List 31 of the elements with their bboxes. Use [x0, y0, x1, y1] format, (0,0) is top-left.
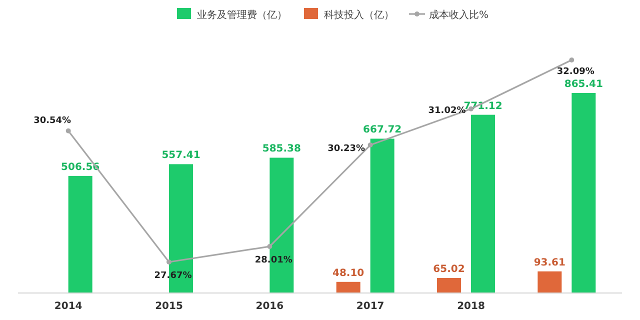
- x-tick-label: 2017: [356, 301, 384, 312]
- data-label: 30.54%: [34, 116, 72, 126]
- data-label: 31.02%: [428, 106, 466, 116]
- bar: [68, 176, 92, 293]
- x-tick-label: 2016: [256, 301, 284, 312]
- data-label: 48.10: [332, 268, 364, 279]
- bar: [370, 138, 394, 293]
- legend-label: 科技投入（亿）: [324, 9, 394, 21]
- data-label: 557.41: [162, 150, 200, 162]
- legend-label: 业务及管理费（亿）: [197, 9, 287, 21]
- point: [66, 128, 71, 134]
- data-label: 65.02: [433, 264, 465, 275]
- legend-label: 成本收入比%: [429, 9, 489, 21]
- x-tick-label: 2018: [457, 301, 485, 312]
- data-label: 667.72: [363, 124, 402, 136]
- data-label: 32.09%: [556, 67, 594, 77]
- bar: [572, 93, 596, 293]
- data-label: 30.23%: [328, 144, 366, 154]
- data-label: 585.38: [262, 144, 301, 155]
- x-tick-label: 2015: [155, 301, 183, 312]
- point: [166, 260, 172, 264]
- bar: [437, 278, 461, 293]
- bar: [471, 114, 495, 293]
- bar: [538, 271, 562, 293]
- x-tick-label: 2014: [54, 301, 82, 312]
- point: [267, 244, 272, 249]
- data-label: 93.61: [534, 257, 566, 268]
- data-label: 865.41: [564, 79, 603, 90]
- bar: [336, 282, 360, 293]
- data-label: 506.56: [61, 162, 100, 173]
- point: [368, 142, 373, 148]
